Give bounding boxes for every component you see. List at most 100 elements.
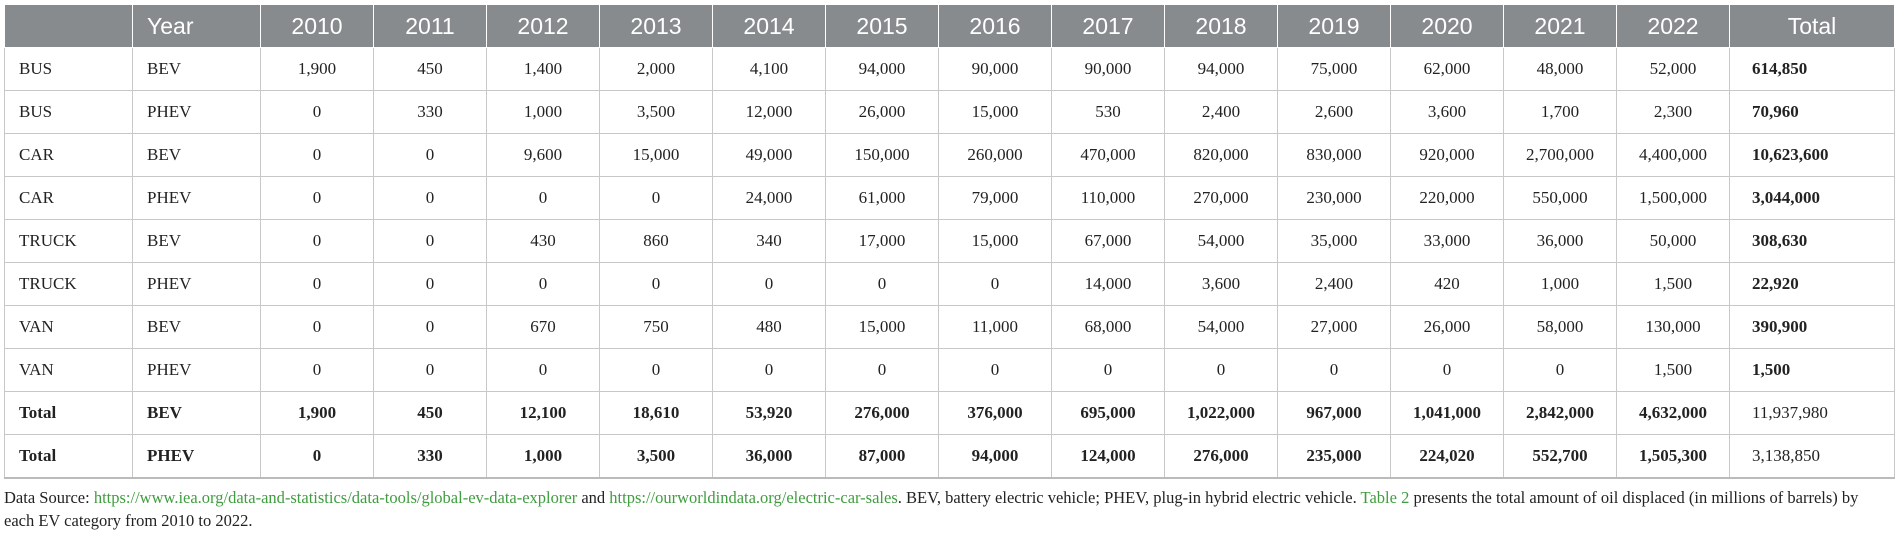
table-row: BUS PHEV 0 330 1,000 3,500 12,000 26,000 15,000 5… bbox=[4, 90, 1895, 134]
value-cell: 54,000 bbox=[1164, 305, 1278, 349]
value-cell: 130,000 bbox=[1616, 305, 1730, 349]
value-cell: 0 bbox=[260, 133, 374, 177]
footnote-prefix: Data Source: bbox=[4, 488, 94, 507]
value-cell: 480 bbox=[712, 305, 826, 349]
total-cell: 22,920 bbox=[1729, 262, 1895, 306]
value-cell: 340 bbox=[712, 219, 826, 263]
value-cell: 920,000 bbox=[1390, 133, 1504, 177]
value-cell: 0 bbox=[938, 262, 1052, 306]
value-cell: 235,000 bbox=[1277, 434, 1391, 479]
value-cell: 50,000 bbox=[1616, 219, 1730, 263]
vehicle-cell: BUS bbox=[4, 47, 133, 91]
value-cell: 49,000 bbox=[712, 133, 826, 177]
table-container: Year 2010 2011 2012 2013 2014 2015 2016 2017 2018… bbox=[4, 4, 1895, 479]
value-cell: 276,000 bbox=[825, 391, 939, 435]
value-cell: 2,400 bbox=[1164, 90, 1278, 134]
vehicle-cell: TRUCK bbox=[4, 262, 133, 306]
value-cell: 820,000 bbox=[1164, 133, 1278, 177]
value-cell: 0 bbox=[260, 434, 374, 479]
value-cell: 0 bbox=[486, 348, 600, 392]
header-year-2020: 2020 bbox=[1390, 4, 1504, 48]
value-cell: 530 bbox=[1051, 90, 1165, 134]
header-year-2011: 2011 bbox=[373, 4, 487, 48]
value-cell: 430 bbox=[486, 219, 600, 263]
value-cell: 0 bbox=[486, 176, 600, 220]
value-cell: 750 bbox=[599, 305, 713, 349]
value-cell: 0 bbox=[260, 90, 374, 134]
value-cell: 224,020 bbox=[1390, 434, 1504, 479]
value-cell: 0 bbox=[938, 348, 1052, 392]
value-cell: 450 bbox=[373, 391, 487, 435]
value-cell: 94,000 bbox=[825, 47, 939, 91]
total-cell: 3,044,000 bbox=[1729, 176, 1895, 220]
total-cell: 308,630 bbox=[1729, 219, 1895, 263]
vehicle-cell: Total bbox=[4, 434, 133, 479]
value-cell: 0 bbox=[260, 219, 374, 263]
value-cell: 2,700,000 bbox=[1503, 133, 1617, 177]
value-cell: 230,000 bbox=[1277, 176, 1391, 220]
value-cell: 150,000 bbox=[825, 133, 939, 177]
value-cell: 550,000 bbox=[1503, 176, 1617, 220]
value-cell: 94,000 bbox=[1164, 47, 1278, 91]
total-cell: 70,960 bbox=[1729, 90, 1895, 134]
owid-link[interactable]: https://ourworldindata.org/electric-car-… bbox=[609, 488, 898, 507]
powertrain-cell: BEV bbox=[132, 391, 261, 435]
header-year-2015: 2015 bbox=[825, 4, 939, 48]
value-cell: 0 bbox=[599, 262, 713, 306]
value-cell: 1,900 bbox=[260, 391, 374, 435]
value-cell: 1,400 bbox=[486, 47, 600, 91]
value-cell: 0 bbox=[260, 305, 374, 349]
powertrain-cell: PHEV bbox=[132, 348, 261, 392]
header-year: Year bbox=[132, 4, 261, 48]
table-body: BUS BEV 1,900 450 1,400 2,000 4,100 94,000 90,00… bbox=[4, 47, 1895, 479]
powertrain-cell: BEV bbox=[132, 47, 261, 91]
header-year-2022: 2022 bbox=[1616, 4, 1730, 48]
footnote-suffix: presents the total amount of oil displac… bbox=[4, 488, 1859, 530]
value-cell: 68,000 bbox=[1051, 305, 1165, 349]
value-cell: 62,000 bbox=[1390, 47, 1504, 91]
value-cell: 0 bbox=[599, 348, 713, 392]
iea-link[interactable]: https://www.iea.org/data-and-statistics/… bbox=[93, 488, 578, 507]
header-vehicle bbox=[4, 4, 133, 48]
value-cell: 0 bbox=[599, 176, 713, 220]
value-cell: 61,000 bbox=[825, 176, 939, 220]
value-cell: 270,000 bbox=[1164, 176, 1278, 220]
table-row: TRUCK PHEV 0 0 0 0 0 0 0 14,000 3,600 2,400 420 1,000… bbox=[4, 262, 1895, 306]
footnote-mid: and bbox=[577, 488, 610, 507]
header-year-2018: 2018 bbox=[1164, 4, 1278, 48]
value-cell: 90,000 bbox=[1051, 47, 1165, 91]
value-cell: 2,000 bbox=[599, 47, 713, 91]
value-cell: 1,000 bbox=[486, 90, 600, 134]
value-cell: 1,900 bbox=[260, 47, 374, 91]
value-cell: 15,000 bbox=[938, 219, 1052, 263]
table-2-link[interactable]: Table 2 bbox=[1360, 488, 1410, 507]
value-cell: 15,000 bbox=[938, 90, 1052, 134]
vehicle-cell: VAN bbox=[4, 305, 133, 349]
value-cell: 0 bbox=[260, 348, 374, 392]
value-cell: 4,100 bbox=[712, 47, 826, 91]
value-cell: 0 bbox=[260, 176, 374, 220]
ev-sales-table: Year 2010 2011 2012 2013 2014 2015 2016 2017 2018… bbox=[4, 4, 1895, 479]
vehicle-cell: BUS bbox=[4, 90, 133, 134]
value-cell: 1,500 bbox=[1616, 262, 1730, 306]
value-cell: 58,000 bbox=[1503, 305, 1617, 349]
powertrain-cell: BEV bbox=[132, 133, 261, 177]
value-cell: 0 bbox=[1503, 348, 1617, 392]
value-cell: 552,700 bbox=[1503, 434, 1617, 479]
value-cell: 94,000 bbox=[938, 434, 1052, 479]
value-cell: 0 bbox=[712, 348, 826, 392]
table-row: Total PHEV 0 330 1,000 3,500 36,000 87,000 94,00… bbox=[4, 434, 1895, 479]
table-row: CAR PHEV 0 0 0 0 24,000 61,000 79,000 110,000 270,… bbox=[4, 176, 1895, 220]
header-year-2014: 2014 bbox=[712, 4, 826, 48]
value-cell: 33,000 bbox=[1390, 219, 1504, 263]
value-cell: 0 bbox=[373, 305, 487, 349]
value-cell: 0 bbox=[373, 262, 487, 306]
value-cell: 24,000 bbox=[712, 176, 826, 220]
value-cell: 36,000 bbox=[712, 434, 826, 479]
value-cell: 450 bbox=[373, 47, 487, 91]
table-header-row: Year 2010 2011 2012 2013 2014 2015 2016 2017 2018… bbox=[4, 4, 1895, 48]
total-cell: 614,850 bbox=[1729, 47, 1895, 91]
value-cell: 260,000 bbox=[938, 133, 1052, 177]
header-year-2021: 2021 bbox=[1503, 4, 1617, 48]
value-cell: 860 bbox=[599, 219, 713, 263]
